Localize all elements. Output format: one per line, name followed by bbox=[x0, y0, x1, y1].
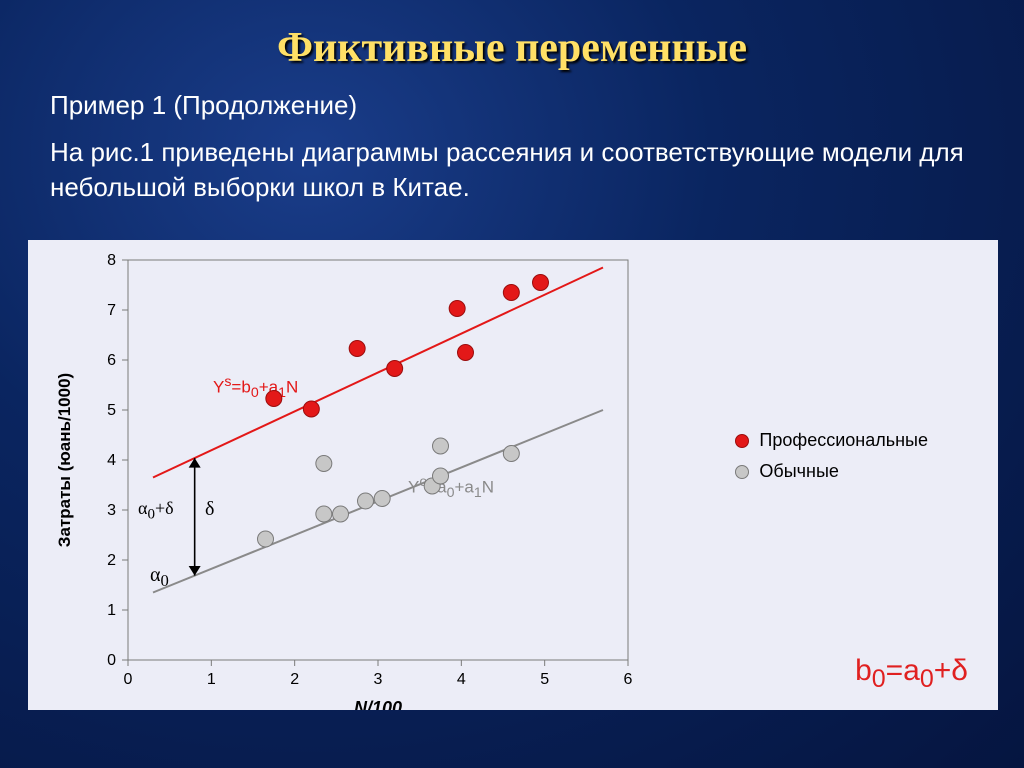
legend-item-Профессиональные: Профессиональные bbox=[735, 430, 928, 451]
xtick-label: 6 bbox=[624, 671, 633, 688]
xtick-label: 2 bbox=[290, 671, 299, 688]
point-Обычные bbox=[333, 506, 349, 522]
legend-dot bbox=[735, 434, 749, 448]
ytick-label: 3 bbox=[107, 502, 116, 519]
chart-legend: Профессиональные Обычные bbox=[735, 430, 928, 492]
red-line bbox=[153, 268, 603, 478]
point-Обычные bbox=[258, 531, 274, 547]
ytick-label: 1 bbox=[107, 602, 116, 619]
point-Профессиональные bbox=[449, 301, 465, 317]
legend-label: Обычные bbox=[759, 461, 839, 482]
point-Обычные bbox=[433, 438, 449, 454]
point-Обычные bbox=[503, 446, 519, 462]
page-title: Фиктивные переменные bbox=[0, 0, 1024, 82]
body-text: На рис.1 приведены диаграммы рассеяния и… bbox=[0, 135, 1024, 219]
point-Профессиональные bbox=[266, 391, 282, 407]
red-line-formula: Ys=b0+a1N bbox=[213, 374, 383, 404]
ytick-label: 4 bbox=[107, 452, 116, 469]
point-Профессиональные bbox=[533, 275, 549, 291]
ytick-label: 5 bbox=[107, 402, 116, 419]
legend-item-Обычные: Обычные bbox=[735, 461, 928, 482]
point-Обычные bbox=[358, 493, 374, 509]
ytick-label: 0 bbox=[107, 652, 116, 669]
xtick-label: 1 bbox=[207, 671, 216, 688]
point-Обычные bbox=[316, 506, 332, 522]
point-Профессиональные bbox=[387, 361, 403, 377]
x-axis-label: N/100 bbox=[354, 698, 402, 710]
xtick-label: 5 bbox=[540, 671, 549, 688]
point-Обычные bbox=[316, 456, 332, 472]
bottom-equation: b0=a0+δ bbox=[855, 654, 968, 694]
point-Профессиональные bbox=[349, 341, 365, 357]
chart-panel: 0 1 2 3 4 5 6 0 1 2 3 4 5 6 7 8 N/100 Затраты (юань/1000)… bbox=[28, 240, 998, 710]
xtick-label: 0 bbox=[124, 671, 133, 688]
point-Профессиональные bbox=[303, 401, 319, 417]
annotation: α0+δ bbox=[138, 498, 208, 528]
annotation: δ bbox=[205, 498, 275, 528]
y-axis-label: Затраты (юань/1000) bbox=[55, 373, 74, 547]
legend-label: Профессиональные bbox=[759, 430, 928, 451]
ytick-label: 6 bbox=[107, 352, 116, 369]
point-Профессиональные bbox=[458, 345, 474, 361]
annotation: α0 bbox=[150, 564, 220, 594]
ytick-label: 2 bbox=[107, 552, 116, 569]
legend-dot bbox=[735, 465, 749, 479]
xtick-label: 4 bbox=[457, 671, 466, 688]
example-subtitle: Пример 1 (Продолжение) bbox=[0, 82, 1024, 135]
plot-border bbox=[128, 260, 628, 660]
xtick-label: 3 bbox=[374, 671, 383, 688]
point-Профессиональные bbox=[503, 285, 519, 301]
ytick-label: 8 bbox=[107, 252, 116, 269]
point-Обычные bbox=[374, 491, 390, 507]
ytick-label: 7 bbox=[107, 302, 116, 319]
point-Обычные bbox=[433, 468, 449, 484]
